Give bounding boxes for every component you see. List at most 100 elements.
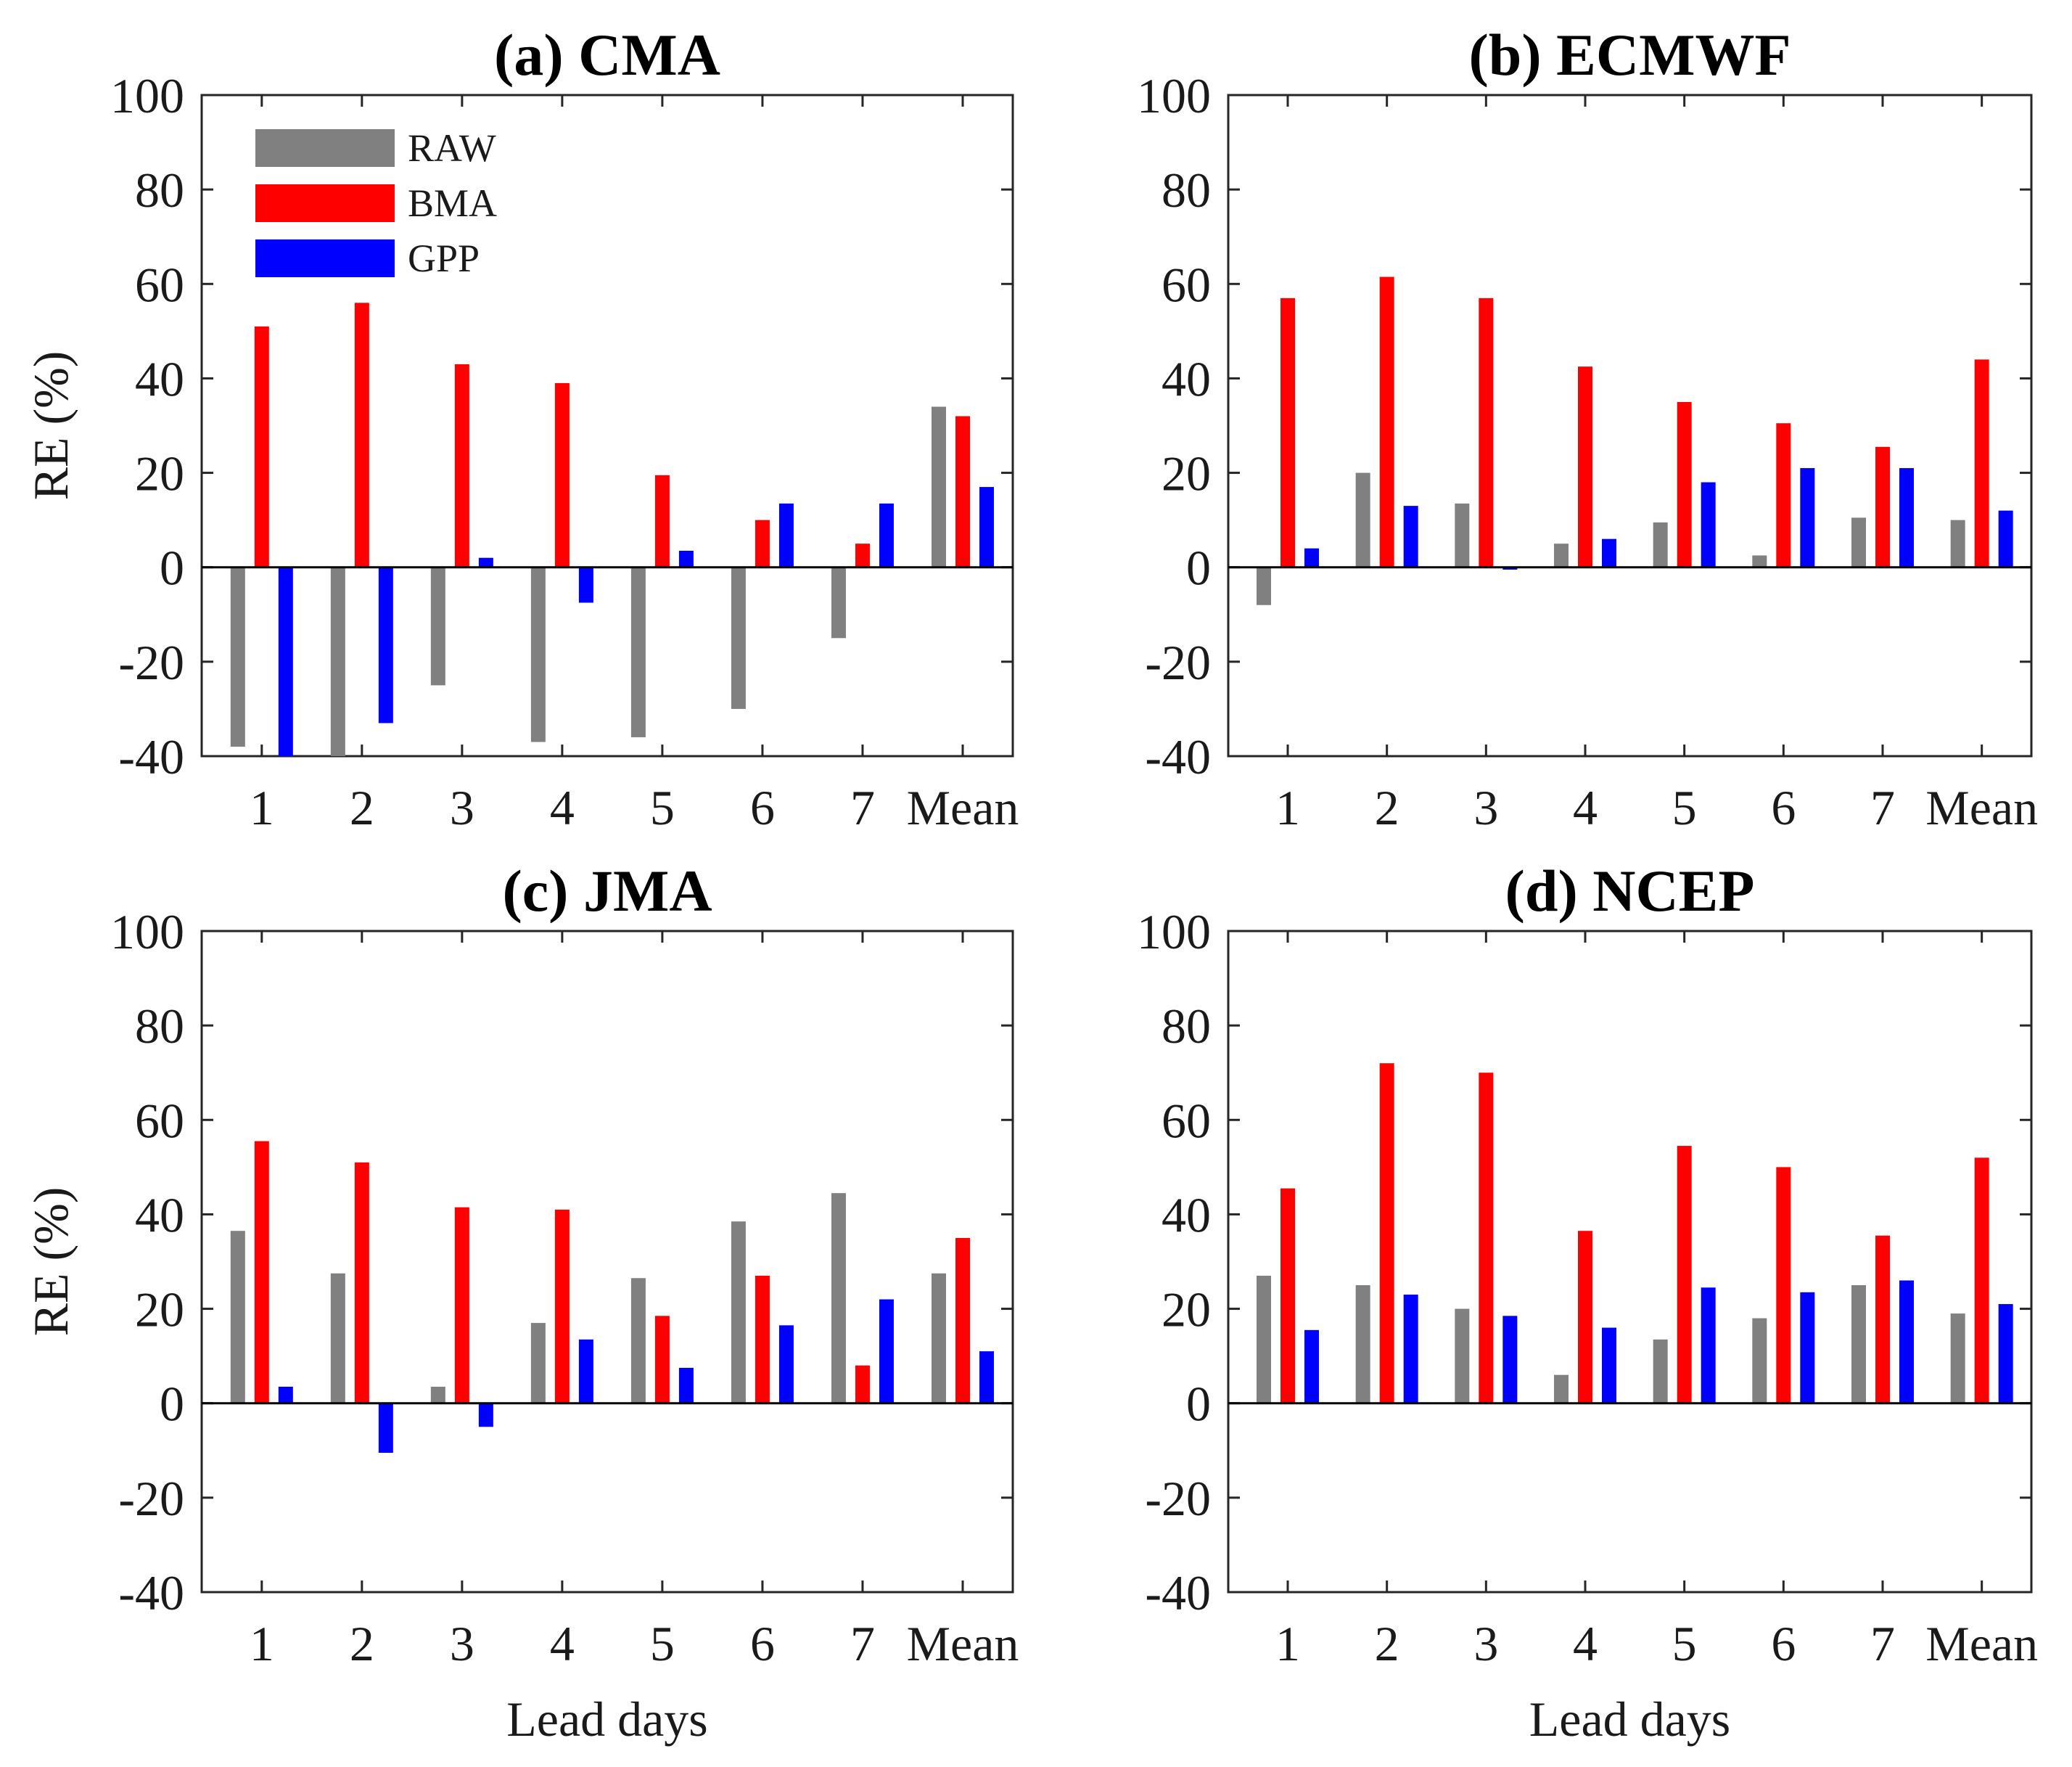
bar-raw-7: [1851, 517, 1866, 567]
x-tick-label-2: 2: [350, 780, 374, 835]
x-tick-label-2: 2: [1375, 780, 1399, 835]
bar-bma-2: [354, 303, 369, 567]
bar-bma-3: [1479, 1073, 1494, 1403]
panel-cma: (a) CMA -40 -20 0 20 40 60 80 100 1 2 3 4 5 6 7 Mean RE (…: [23, 22, 1019, 835]
y-tick-label: -40: [118, 1565, 184, 1620]
x-tick-label-5: 5: [650, 780, 675, 835]
bar-raw-4: [530, 1323, 546, 1403]
bar-raw-4: [1554, 544, 1569, 567]
x-tick-label-mean: Mean: [1925, 1616, 2038, 1671]
x-tick-label-mean: Mean: [907, 780, 1019, 835]
panel-ncep: (d) NCEP -40 -20 0 20 40 60 80 100 1 2 3 4 5 6 7 Mean Lea…: [1137, 858, 2038, 1747]
x-axis-label: Lead days: [506, 1692, 708, 1747]
y-tick-label: 80: [1162, 163, 1211, 218]
bar-bma-7: [855, 544, 870, 567]
plot-frame: [200, 930, 1014, 1594]
x-tick-label-6: 6: [750, 1616, 775, 1671]
plot-frame: [1227, 930, 2033, 1594]
bar-bma-3: [1479, 298, 1494, 567]
bar-bma-4: [1578, 366, 1592, 567]
bar-raw-3: [1455, 503, 1470, 567]
bar-raw-7: [1851, 1285, 1866, 1403]
x-tick-label-1: 1: [250, 1616, 274, 1671]
bar-bma-mean: [1974, 359, 1989, 567]
bar-raw-1: [1257, 1276, 1271, 1403]
x-tick-label-1: 1: [1275, 1616, 1300, 1671]
bar-raw-2: [330, 567, 345, 756]
bar-raw-6: [1752, 1318, 1767, 1403]
x-tick-label-5: 5: [1672, 1616, 1697, 1671]
bar-gpp-2: [378, 1403, 393, 1454]
x-tick-label-4: 4: [550, 780, 575, 835]
y-tick-label: 80: [135, 999, 184, 1054]
legend-label-raw: RAW: [408, 126, 496, 170]
x-tick-label-7: 7: [1870, 1616, 1895, 1671]
chart-title: (a) CMA: [494, 22, 720, 88]
bar-bma-1: [1280, 298, 1295, 567]
legend: RAW BMA GPP: [255, 126, 497, 280]
y-tick-label: 0: [1186, 1377, 1211, 1432]
y-tick-label: -40: [118, 729, 184, 784]
bar-bma-2: [354, 1162, 369, 1403]
x-tick-label-6: 6: [1771, 780, 1796, 835]
legend-swatch-raw: [255, 129, 395, 167]
y-tick-label: 40: [135, 1187, 184, 1242]
bar-gpp-6: [1800, 1292, 1815, 1403]
y-axis-label: RE (%): [23, 351, 78, 501]
bar-gpp-3: [1502, 567, 1518, 570]
bar-bma-6: [1776, 423, 1791, 567]
y-tick-label: 20: [135, 446, 184, 501]
y-tick-label: 20: [1162, 446, 1211, 501]
x-tick-label-mean: Mean: [1925, 780, 2038, 835]
y-tick-label: 40: [1162, 351, 1211, 406]
plot-frame: [200, 94, 1014, 758]
bar-bma-5: [1677, 401, 1692, 567]
bar-gpp-mean: [1998, 1304, 2013, 1403]
bar-gpp-4: [1602, 538, 1616, 567]
bar-bma-4: [554, 1209, 570, 1403]
bar-raw-6: [731, 567, 746, 709]
bar-bma-1: [254, 326, 269, 567]
bar-gpp-3: [1502, 1316, 1518, 1403]
bar-raw-5: [630, 567, 646, 737]
bar-gpp-7: [1899, 1280, 1914, 1403]
y-tick-label: 100: [110, 68, 184, 123]
chart-title: (d) NCEP: [1505, 858, 1755, 924]
bar-gpp-2: [378, 567, 393, 723]
bar-gpp-5: [1701, 482, 1716, 567]
bar-gpp-7: [1899, 468, 1914, 567]
bar-bma-6: [755, 1276, 770, 1403]
chart-title: (b) ECMWF: [1468, 22, 1791, 88]
y-tick-label: 20: [1162, 1282, 1211, 1337]
bar-bma-6: [1776, 1167, 1791, 1403]
bar-raw-4: [530, 567, 546, 742]
x-tick-label-1: 1: [250, 780, 274, 835]
x-tick-label-4: 4: [1573, 1616, 1598, 1671]
y-tick-label: 0: [160, 541, 184, 596]
y-tick-label: 0: [1186, 541, 1211, 596]
y-tick-label: -20: [1145, 1471, 1211, 1526]
bar-gpp-5: [678, 1367, 694, 1403]
bar-raw-1: [1257, 567, 1271, 605]
y-tick-label: 60: [1162, 1093, 1211, 1148]
y-tick-label: 80: [135, 163, 184, 218]
x-tick-label-4: 4: [1573, 780, 1598, 835]
bar-bma-7: [855, 1365, 870, 1403]
bar-gpp-2: [1403, 506, 1418, 567]
y-tick-label: 60: [1162, 257, 1211, 312]
x-tick-label-7: 7: [850, 1616, 875, 1671]
legend-swatch-gpp: [255, 239, 395, 277]
panel-ecmwf: (b) ECMWF -40 -20 0 20 40 60 80 100 1 2 3 4 5 6 7 Mean: [1137, 22, 2038, 835]
y-tick-label: 60: [135, 257, 184, 312]
x-tick-label-6: 6: [750, 780, 775, 835]
y-tick-label: -40: [1145, 1565, 1211, 1620]
x-tick-label-mean: Mean: [907, 1616, 1019, 1671]
x-tick-label-2: 2: [1375, 1616, 1399, 1671]
x-tick-label-7: 7: [850, 780, 875, 835]
x-tick-label-3: 3: [450, 780, 474, 835]
bar-gpp-6: [778, 1325, 794, 1403]
bar-gpp-6: [778, 503, 794, 567]
y-tick-label: 100: [110, 904, 184, 959]
bar-raw-3: [1455, 1308, 1470, 1403]
